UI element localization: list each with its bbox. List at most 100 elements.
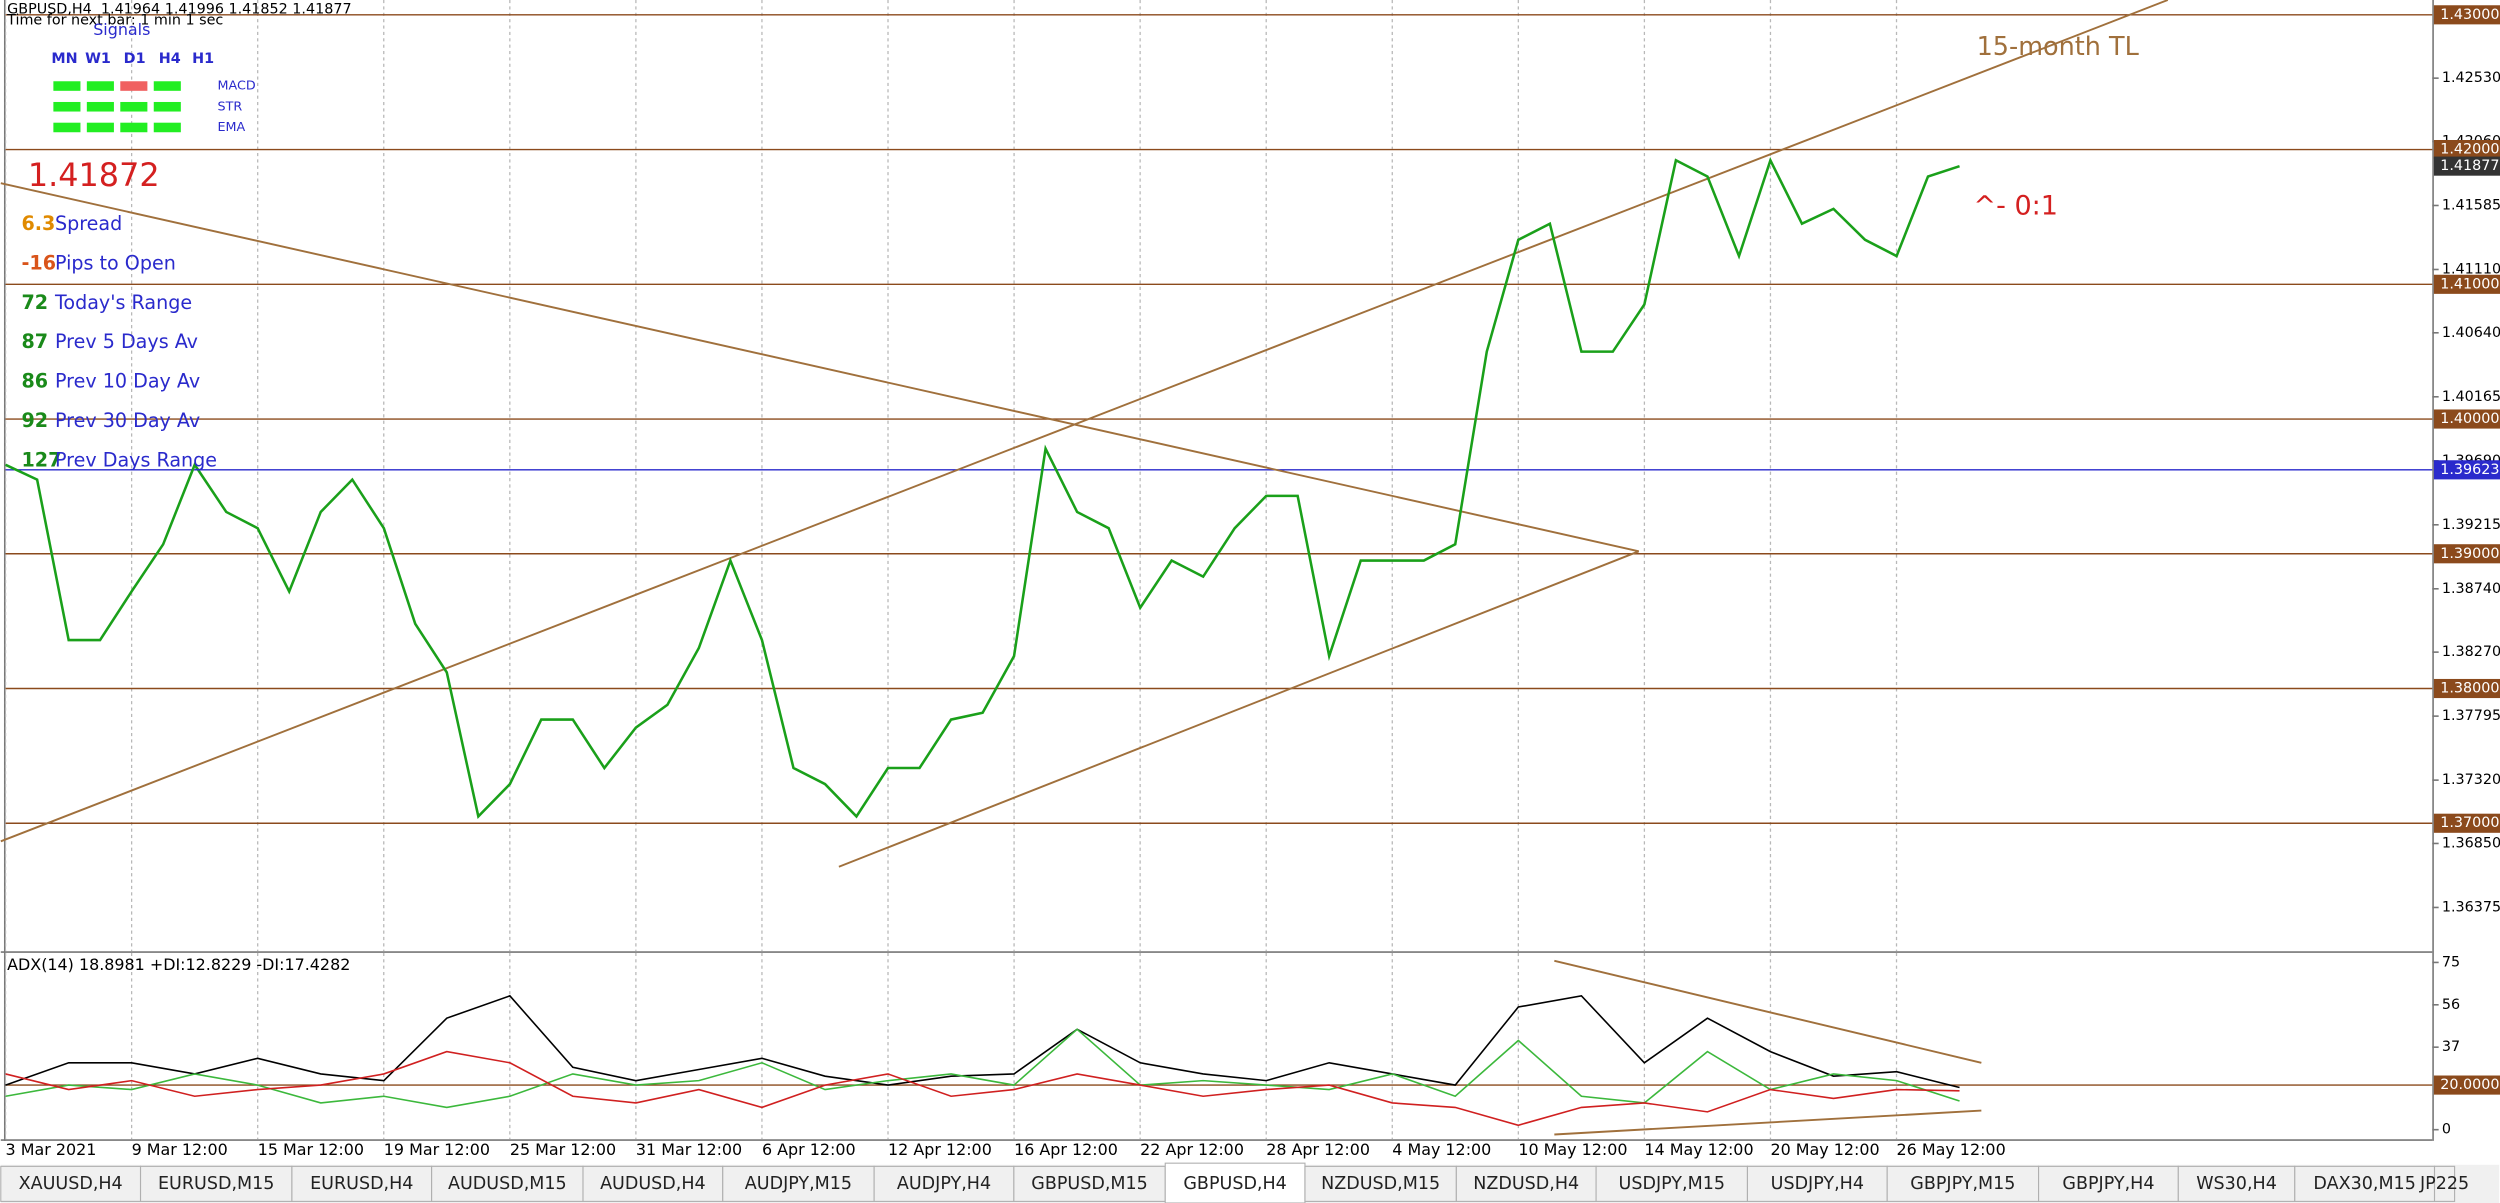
timeframe-label: H1 xyxy=(192,51,214,67)
y-tick-label: 1.40640 xyxy=(2442,325,2500,341)
y-tick-label: 1.42530 xyxy=(2442,70,2500,86)
stat-label: Spread xyxy=(55,212,122,235)
stat-label: Prev Days Range xyxy=(55,448,217,471)
tab-label[interactable]: AUDJPY,H4 xyxy=(897,1174,991,1194)
grid: 3 Mar 2021 9 Mar 12:00 15 Mar 12:00 19 Mar … xyxy=(4,0,2500,1159)
x-tick-label: 15 Mar 12:00 xyxy=(258,1140,364,1159)
tab[interactable] xyxy=(582,1165,724,1202)
tab-label[interactable]: GBPJPY,M15 xyxy=(1910,1174,2015,1194)
level-box xyxy=(2433,1075,2500,1095)
tab-label[interactable]: EURUSD,H4 xyxy=(310,1174,413,1194)
level-label: 1.42000 xyxy=(2440,142,2499,158)
x-tick-label: 22 Apr 12:00 xyxy=(1140,1140,1244,1159)
tab[interactable] xyxy=(2294,1165,2436,1202)
y-tick-label: 1.38270 xyxy=(2442,644,2500,660)
x-tick-label: 16 Apr 12:00 xyxy=(1014,1140,1118,1159)
y-tick-label: 1.36850 xyxy=(2442,835,2500,851)
tab-label[interactable]: AUDUSD,M15 xyxy=(448,1174,567,1194)
tab-label[interactable]: AUDJPY,M15 xyxy=(745,1174,852,1194)
signal-cell xyxy=(120,81,148,91)
stat-value: -16 xyxy=(22,252,57,275)
y-tick-label: 1.37795 xyxy=(2442,708,2500,724)
tab-label[interactable]: GBPJPY,H4 xyxy=(2062,1174,2154,1194)
tab-label[interactable]: USDJPY,M15 xyxy=(1619,1174,1725,1194)
tab-label[interactable]: DAX30,M15 xyxy=(2313,1174,2415,1194)
tab[interactable] xyxy=(139,1165,293,1202)
stat-label: Prev 10 Day Av xyxy=(55,370,200,393)
timeframe-label: D1 xyxy=(124,51,146,67)
level-label: 1.40000 xyxy=(2440,411,2499,427)
series-line xyxy=(5,994,1960,1089)
tab-label[interactable]: USDJPY,H4 xyxy=(1771,1174,1864,1194)
level-box xyxy=(2433,678,2500,699)
x-tick-label: 28 Apr 12:00 xyxy=(1266,1140,1370,1159)
signal-cell xyxy=(53,81,81,91)
tab[interactable] xyxy=(1455,1165,1597,1202)
stat-value: 6.3 xyxy=(22,212,56,235)
tab-label[interactable]: NZDUSD,M15 xyxy=(1321,1174,1440,1194)
tab[interactable] xyxy=(1886,1165,2040,1202)
tab-label[interactable]: WS30,H4 xyxy=(2196,1174,2277,1194)
tab[interactable] xyxy=(1595,1165,1749,1202)
tab-label[interactable]: GBPUSD,H4 xyxy=(1183,1174,1286,1194)
level-label: 1.38000 xyxy=(2440,681,2499,697)
signal-cell xyxy=(86,122,114,133)
tab[interactable] xyxy=(873,1165,1015,1202)
timeframe-label: W1 xyxy=(85,51,111,67)
stat-value: 72 xyxy=(22,291,49,314)
overlay: GBPUSD,H4 1.41964 1.41996 1.41852 1.4187… xyxy=(6,2,2139,975)
tab-label[interactable]: AUDUSD,H4 xyxy=(600,1174,706,1194)
bid-price: 1.41872 xyxy=(28,156,160,194)
x-tick-label: 12 Apr 12:00 xyxy=(888,1140,992,1159)
tab[interactable] xyxy=(2433,1165,2456,1202)
level-box xyxy=(2433,409,2500,429)
annotation: ^- 0:1 xyxy=(1973,191,2058,222)
y-tick-label: 1.36375 xyxy=(2442,899,2500,915)
trend-line xyxy=(838,550,1640,868)
y-tick-label: 56 xyxy=(2442,997,2460,1013)
tab-label[interactable]: XAUUSD,H4 xyxy=(19,1174,123,1194)
x-tick-label: 4 May 12:00 xyxy=(1392,1140,1491,1159)
tab[interactable] xyxy=(2038,1165,2179,1202)
x-tick-label: 20 May 12:00 xyxy=(1770,1140,1879,1159)
signal-cell xyxy=(86,81,114,91)
stat-value: 86 xyxy=(22,370,49,393)
signal-cell xyxy=(53,101,81,112)
x-tick-label: 6 Apr 12:00 xyxy=(762,1140,856,1159)
tab[interactable] xyxy=(1304,1165,1457,1202)
current-price-box xyxy=(2433,156,2500,176)
tab[interactable] xyxy=(2177,1165,2296,1202)
trend-line xyxy=(0,182,1639,553)
stat-value: 127 xyxy=(22,448,62,471)
x-tick-label: 9 Mar 12:00 xyxy=(132,1140,228,1159)
tab[interactable] xyxy=(291,1165,433,1202)
tab[interactable] xyxy=(1164,1162,1306,1203)
indicator-label: MACD xyxy=(217,79,255,94)
series-line xyxy=(5,1050,1960,1127)
tab-label[interactable]: NZDUSD,H4 xyxy=(1473,1174,1579,1194)
tab[interactable] xyxy=(722,1165,875,1202)
tab[interactable] xyxy=(0,1165,142,1202)
x-tick-label: 26 May 12:00 xyxy=(1897,1140,2006,1159)
y-tick-label: 1.39215 xyxy=(2442,517,2500,533)
series-line xyxy=(5,156,1960,820)
tab-label[interactable]: EURUSD,M15 xyxy=(158,1174,274,1194)
level-label: 1.41000 xyxy=(2440,276,2499,292)
bar-timer: Time for next bar: 1 min 1 sec xyxy=(6,13,223,29)
y-tick-label: 1.41585 xyxy=(2442,197,2500,213)
tab[interactable] xyxy=(431,1165,584,1202)
x-tick-label: 3 Mar 2021 xyxy=(6,1140,97,1159)
y-tick-label: 0 xyxy=(2442,1122,2451,1138)
signal-cell xyxy=(153,101,181,112)
signal-cell xyxy=(120,101,148,112)
trend-line xyxy=(0,0,2169,843)
level-label: 1.37000 xyxy=(2440,815,2499,831)
stat-label: Prev 30 Day Av xyxy=(55,409,200,432)
signal-cell xyxy=(153,81,181,91)
tab-label[interactable]: GBPUSD,M15 xyxy=(1031,1174,1148,1194)
symbol-info: GBPUSD,H4 1.41964 1.41996 1.41852 1.4187… xyxy=(7,2,351,18)
x-tick-label: 19 Mar 12:00 xyxy=(384,1140,490,1159)
tab-label[interactable]: JP225 xyxy=(2419,1174,2469,1194)
